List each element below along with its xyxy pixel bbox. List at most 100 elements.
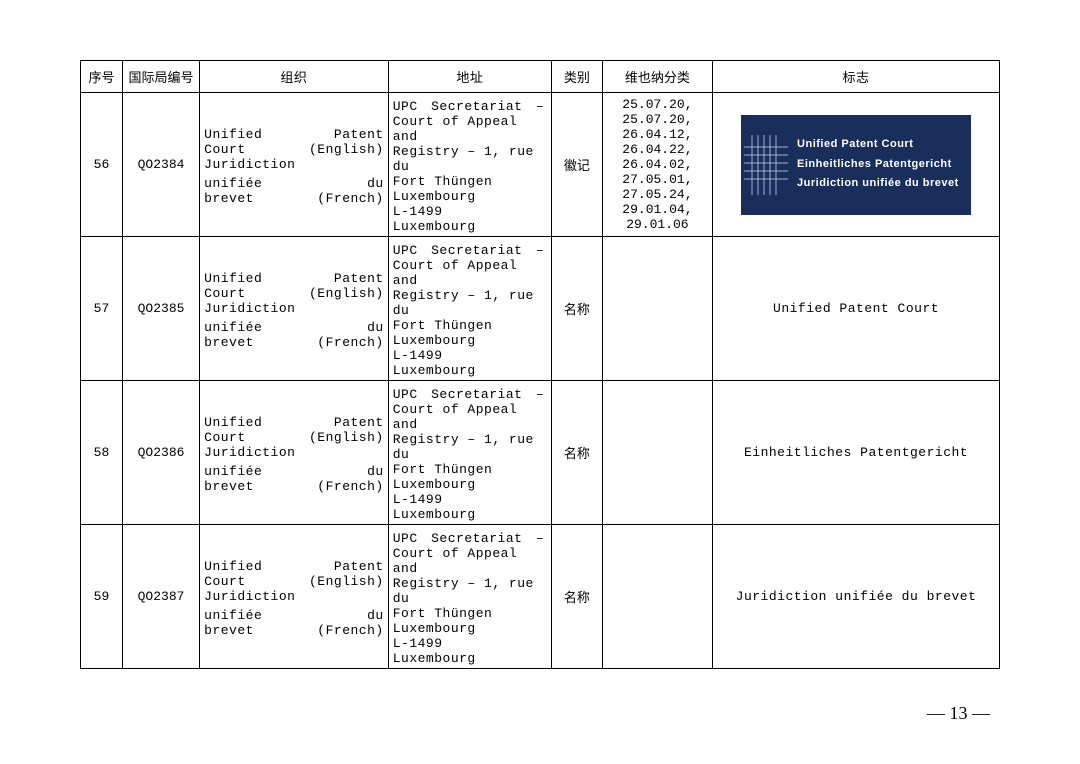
- table-header-row: 序号 国际局编号 组织 地址 类别 维也纳分类 标志: [81, 61, 1000, 93]
- cell-org: Unified PatentCourt (English)Juridiction…: [200, 525, 389, 669]
- vienna-line: 26.04.02,: [607, 157, 708, 172]
- addr-line: Luxembourg: [393, 189, 547, 204]
- upc-logo: Unified Patent CourtEinheitliches Patent…: [741, 115, 971, 215]
- cell-seq: 58: [81, 381, 123, 525]
- table-row: 57QO2385Unified PatentCourt (English)Jur…: [81, 237, 1000, 381]
- table-row: 59QO2387Unified PatentCourt (English)Jur…: [81, 525, 1000, 669]
- cell-logo: Unified Patent Court: [713, 237, 1000, 381]
- org-line: brevet (French): [204, 191, 384, 206]
- addr-line: L-1499: [393, 204, 547, 219]
- addr-line: Luxembourg: [393, 651, 547, 666]
- table-row: 58QO2386 Unified PatentCourt (English)Jur…: [81, 381, 1000, 525]
- org-line: brevet (French): [204, 335, 384, 350]
- addr-line: Luxembourg: [393, 507, 547, 522]
- cell-cat: 名称: [552, 381, 603, 525]
- org-line: unifiée du: [204, 316, 384, 335]
- header-code: 国际局编号: [122, 61, 199, 93]
- addr-line: Registry – 1, rue du: [393, 288, 547, 318]
- upc-logo-text: Unified Patent CourtEinheitliches Patent…: [791, 135, 959, 194]
- table-row: 56QO2384Unified PatentCourt (English)Jur…: [81, 93, 1000, 237]
- cell-org: Unified PatentCourt (English)Juridiction…: [200, 93, 389, 237]
- addr-line: Luxembourg: [393, 219, 547, 234]
- cell-code: QO2387: [122, 525, 199, 669]
- org-line: Juridiction: [204, 301, 384, 316]
- header-cat: 类别: [552, 61, 603, 93]
- org-line: Unified Patent: [204, 267, 384, 286]
- cell-seq: 57: [81, 237, 123, 381]
- addr-line: Fort Thüngen: [393, 462, 547, 477]
- addr-line: Registry – 1, rue du: [393, 432, 547, 462]
- addr-line: Luxembourg: [393, 621, 547, 636]
- cell-code: QO2384: [122, 93, 199, 237]
- addr-line: L-1499: [393, 348, 547, 363]
- org-line: Court (English): [204, 574, 384, 589]
- org-line: Juridiction: [204, 445, 384, 460]
- patent-table: 序号 国际局编号 组织 地址 类别 维也纳分类 标志 56QO2384Unifi…: [80, 60, 1000, 669]
- cell-org: Unified PatentCourt (English)Juridiction…: [200, 237, 389, 381]
- page-number: — 13 —: [927, 703, 990, 724]
- cell-vienna: [602, 525, 712, 669]
- upc-emblem-icon: [741, 115, 791, 215]
- logo-text-line: Unified Patent Court: [797, 135, 959, 155]
- cell-logo: Juridiction unifiée du brevet: [713, 525, 1000, 669]
- addr-line: Luxembourg: [393, 333, 547, 348]
- org-line: Court (English): [204, 430, 384, 445]
- addr-line: Registry – 1, rue du: [393, 576, 547, 606]
- vienna-line: 27.05.24,: [607, 187, 708, 202]
- org-line: brevet (French): [204, 623, 384, 638]
- vienna-line: 26.04.12,: [607, 127, 708, 142]
- cell-cat: 名称: [552, 237, 603, 381]
- header-addr: 地址: [388, 61, 551, 93]
- org-line: Unified Patent: [204, 123, 384, 142]
- addr-line: Luxembourg: [393, 477, 547, 492]
- addr-line: UPC Secretariat –: [393, 95, 547, 114]
- org-line: Court (English): [204, 142, 384, 157]
- org-line: Juridiction: [204, 157, 384, 172]
- addr-line: Fort Thüngen: [393, 174, 547, 189]
- header-org: 组织: [200, 61, 389, 93]
- cell-code: QO2386: [122, 381, 199, 525]
- cell-logo: Unified Patent CourtEinheitliches Patent…: [713, 93, 1000, 237]
- addr-line: Registry – 1, rue du: [393, 144, 547, 174]
- vienna-line: 27.05.01,: [607, 172, 708, 187]
- cell-vienna: 25.07.20,25.07.20,26.04.12,26.04.22,26.0…: [602, 93, 712, 237]
- cell-logo: Einheitliches Patentgericht: [713, 381, 1000, 525]
- org-line: brevet (French): [204, 479, 384, 494]
- addr-line: UPC Secretariat –: [393, 383, 547, 402]
- addr-line: L-1499: [393, 492, 547, 507]
- logo-text-line: Einheitliches Patentgericht: [797, 155, 959, 175]
- cell-addr: UPC Secretariat –Court of Appeal andRegi…: [388, 93, 551, 237]
- org-line: Juridiction: [204, 589, 384, 604]
- addr-line: Fort Thüngen: [393, 318, 547, 333]
- table-body: 56QO2384Unified PatentCourt (English)Jur…: [81, 93, 1000, 669]
- cell-cat: 名称: [552, 525, 603, 669]
- org-line: unifiée du: [204, 172, 384, 191]
- cell-cat: 徽记: [552, 93, 603, 237]
- addr-line: UPC Secretariat –: [393, 239, 547, 258]
- header-vienna: 维也纳分类: [602, 61, 712, 93]
- cell-addr: UPC Secretariat –Court of Appeal andRegi…: [388, 237, 551, 381]
- vienna-line: 29.01.04,: [607, 202, 708, 217]
- cell-addr: UPC Secretariat –Court of Appeal andRegi…: [388, 525, 551, 669]
- org-line: Unified Patent: [204, 411, 384, 430]
- cell-vienna: [602, 237, 712, 381]
- addr-line: UPC Secretariat –: [393, 527, 547, 546]
- org-line: Unified Patent: [204, 555, 384, 574]
- document-page: 序号 国际局编号 组织 地址 类别 维也纳分类 标志 56QO2384Unifi…: [0, 0, 1080, 689]
- org-line: unifiée du: [204, 604, 384, 623]
- addr-line: Luxembourg: [393, 363, 547, 378]
- addr-line: Court of Appeal and: [393, 402, 547, 432]
- addr-line: Court of Appeal and: [393, 258, 547, 288]
- cell-addr: UPC Secretariat –Court of Appeal andRegi…: [388, 381, 551, 525]
- addr-line: Fort Thüngen: [393, 606, 547, 621]
- vienna-line: 25.07.20,: [607, 112, 708, 127]
- addr-line: Court of Appeal and: [393, 114, 547, 144]
- vienna-line: 25.07.20,: [607, 97, 708, 112]
- vienna-line: 26.04.22,: [607, 142, 708, 157]
- cell-seq: 59: [81, 525, 123, 669]
- org-line: unifiée du: [204, 460, 384, 479]
- cell-code: QO2385: [122, 237, 199, 381]
- cell-vienna: [602, 381, 712, 525]
- cell-seq: 56: [81, 93, 123, 237]
- addr-line: L-1499: [393, 636, 547, 651]
